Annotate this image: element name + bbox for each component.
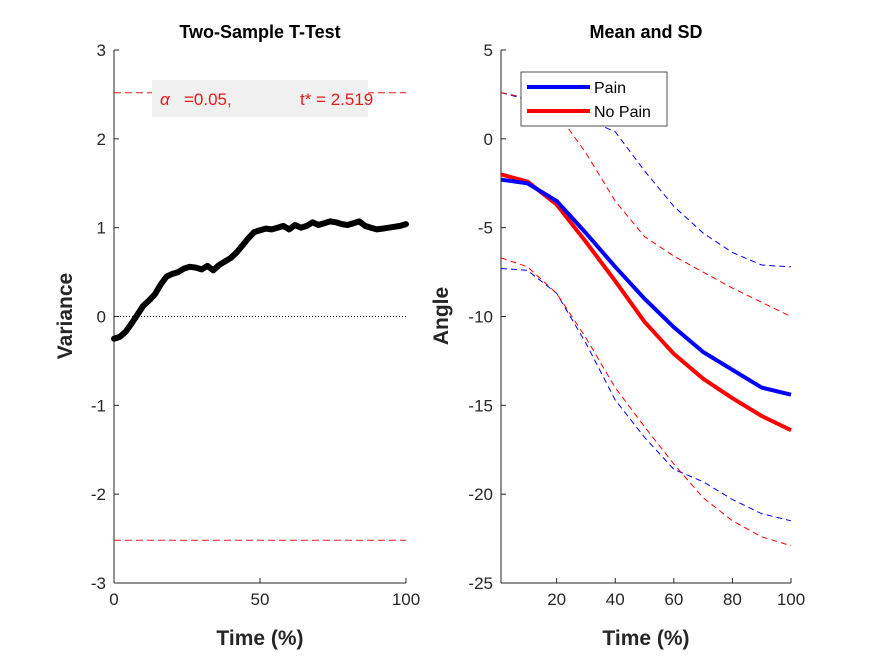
ttest-ytick-label: 1 — [97, 219, 106, 238]
pain-sd-line — [500, 268, 792, 522]
ttest-ytick-label: 3 — [97, 41, 106, 60]
meansd-xtick-label: 100 — [777, 590, 805, 609]
meansd-xtick-label: 40 — [606, 590, 625, 609]
ttest-xtick-label: 50 — [251, 590, 270, 609]
meansd-xtick-label: 20 — [547, 590, 566, 609]
variance-line — [111, 218, 409, 342]
meansd-title: Mean and SD — [589, 22, 702, 42]
legend-box — [520, 71, 668, 127]
meansd-ylabel: Angle — [430, 287, 453, 345]
meansd-ytick-label: -20 — [468, 485, 493, 504]
meansd-ytick-label: -5 — [478, 219, 493, 238]
meansd-xtick-label: 80 — [723, 590, 742, 609]
alpha-text: =0.05, — [184, 90, 232, 109]
ttest-xlabel: Time (%) — [216, 627, 303, 650]
ttest-panel: Two-Sample T-Test -3 -2 -1 0 1 2 3 0 50 100 α =0.… — [54, 22, 420, 650]
meansd-ytick-label: 5 — [484, 41, 493, 60]
ttest-ylabel: Variance — [54, 273, 77, 359]
meansd-ytick-label: -10 — [468, 308, 493, 327]
ttest-ytick-label: 2 — [97, 130, 106, 149]
nopain-sd-line — [500, 257, 792, 547]
meansd-ytick-label: -25 — [468, 574, 493, 593]
ttest-title: Two-Sample T-Test — [179, 22, 340, 42]
annotation-box — [152, 80, 368, 117]
tstar-text: t* = 2.519 — [300, 90, 373, 109]
meansd-xtick-label: 60 — [664, 590, 683, 609]
meansd-xlabel: Time (%) — [602, 627, 689, 650]
ttest-ytick-label: -2 — [91, 485, 106, 504]
alpha-annotation: α =0.05, t* = 2.519 — [152, 80, 373, 117]
pain-sd-line — [500, 92, 792, 268]
ttest-plot-area: -3 -2 -1 0 1 2 3 0 50 100 — [91, 41, 420, 609]
ttest-xtick-label: 100 — [392, 590, 420, 609]
ttest-ytick-label: 0 — [97, 308, 106, 327]
meansd-ytick-label: -15 — [468, 396, 493, 415]
ttest-ytick-label: -1 — [91, 396, 106, 415]
alpha-symbol: α — [160, 90, 171, 109]
legend-nopain-label: No Pain — [594, 104, 651, 121]
meansd-ytick-label: 0 — [484, 130, 493, 149]
pain-mean-line — [500, 177, 792, 397]
ttest-ytick-label: -3 — [91, 574, 106, 593]
meansd-plot-area: -25 -20 -15 -10 -5 0 5 20 40 60 80 100 — [468, 41, 805, 609]
legend: Pain No Pain — [520, 71, 668, 127]
nopain-sd-line — [500, 92, 792, 317]
ttest-xtick-label: 0 — [109, 590, 118, 609]
legend-pain-label: Pain — [594, 80, 626, 97]
